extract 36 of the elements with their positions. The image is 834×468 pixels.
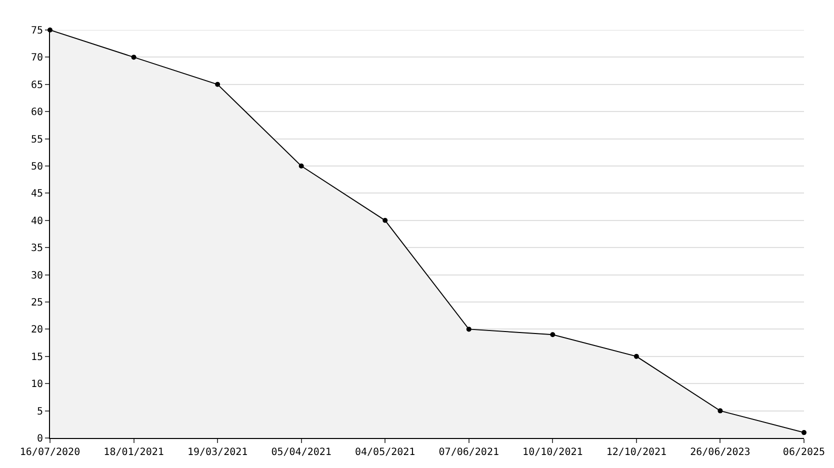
y-tick-label: 70 bbox=[30, 52, 43, 64]
point bbox=[48, 28, 52, 32]
y-tick-label: 45 bbox=[30, 188, 43, 200]
point bbox=[382, 218, 388, 223]
x-tick-label: 12/10/2021 bbox=[606, 447, 667, 458]
y-tick-label: 5 bbox=[36, 406, 43, 418]
x-tick-label: 07/06/2021 bbox=[438, 447, 499, 458]
y-tick-label: 15 bbox=[30, 352, 43, 363]
x-tick-label: 06/2025 bbox=[782, 447, 826, 458]
x-tick-label: 04/05/2021 bbox=[355, 447, 416, 458]
y-tick-label: 30 bbox=[30, 270, 43, 282]
y-tick-label: 25 bbox=[30, 298, 43, 308]
y-tick-label: 65 bbox=[30, 80, 43, 91]
x-tick-label: 10/10/2021 bbox=[522, 447, 583, 458]
y-tick-label: 20 bbox=[30, 324, 43, 336]
y-tick-label: 60 bbox=[30, 107, 43, 118]
x-tick-label: 26/06/2023 bbox=[690, 447, 750, 458]
y-tick-label: 50 bbox=[30, 162, 43, 172]
y-tick-label: 55 bbox=[30, 134, 43, 146]
point bbox=[466, 326, 472, 332]
y-tick-label: 10 bbox=[30, 379, 43, 390]
x-tick-label: 16/07/2020 bbox=[20, 447, 80, 458]
y-tick-label: 35 bbox=[30, 243, 43, 254]
x-tick-label: 05/04/2021 bbox=[271, 447, 332, 458]
point bbox=[802, 430, 806, 436]
x-tick-label: 18/01/2021 bbox=[104, 447, 164, 458]
point bbox=[634, 354, 639, 359]
point bbox=[718, 408, 723, 414]
y-tick-label: 75 bbox=[30, 26, 43, 36]
point bbox=[550, 332, 556, 338]
point bbox=[131, 54, 136, 60]
y-tick-label: 40 bbox=[30, 216, 43, 227]
point bbox=[215, 82, 220, 87]
point bbox=[298, 164, 304, 168]
x-tick-label: 19/03/2021 bbox=[187, 447, 248, 458]
y-tick-label: 0 bbox=[36, 434, 43, 444]
